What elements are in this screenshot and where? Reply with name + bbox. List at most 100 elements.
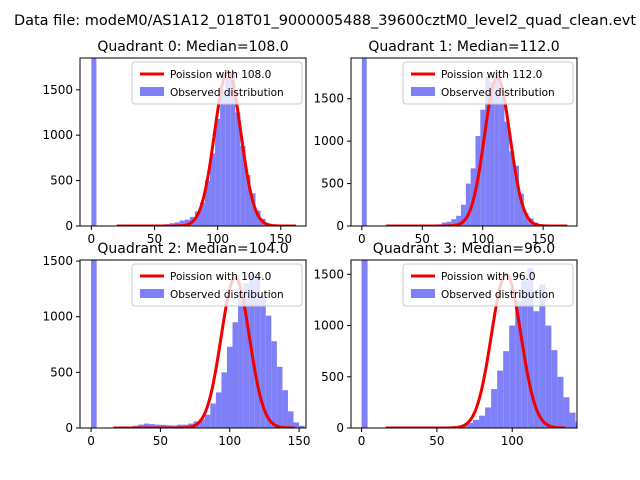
histogram-bar — [575, 421, 577, 428]
histogram-bar — [545, 325, 552, 428]
y-tick-label: 1500 — [313, 267, 344, 281]
histogram-bar — [509, 151, 515, 226]
panel-title: Quadrant 2: Median=104.0 — [97, 241, 288, 257]
panel-title: Quadrant 0: Median=108.0 — [97, 39, 288, 55]
plot-area — [91, 58, 297, 226]
x-tick-label: 100 — [218, 434, 241, 448]
x-tick-label: 0 — [88, 232, 96, 246]
histogram-bar — [260, 296, 266, 428]
legend-hist-swatch — [140, 289, 164, 298]
legend-box — [131, 61, 303, 105]
legend: Poission with 108.0 Observed distribution — [131, 61, 303, 105]
histogram-bar — [221, 372, 227, 428]
y-tick-label: 0 — [336, 421, 344, 435]
histogram-bar — [527, 268, 534, 428]
histogram-bar — [215, 392, 222, 428]
histogram-bar — [509, 325, 516, 428]
histogram-bar — [225, 77, 231, 226]
histogram-bar — [361, 260, 368, 428]
histogram-bar — [226, 346, 233, 428]
poisson-curve — [112, 276, 296, 428]
plot-area — [361, 260, 594, 428]
histogram-bar — [91, 260, 97, 428]
x-tick-label: 50 — [147, 232, 162, 246]
histogram-bar — [293, 422, 300, 428]
histogram-bar — [446, 221, 452, 226]
histogram-bar — [245, 175, 251, 226]
histogram-bar — [160, 424, 166, 428]
histogram-bar — [441, 222, 447, 226]
histogram-bar — [230, 71, 236, 226]
histogram-bar — [255, 210, 261, 226]
histogram-bar — [515, 300, 522, 428]
y-tick-label: 0 — [65, 219, 73, 233]
x-tick-label: 50 — [429, 434, 444, 448]
histogram-bar — [456, 215, 461, 226]
histogram-bar — [194, 211, 200, 226]
x-tick-label: 0 — [358, 232, 366, 246]
panel-title: Quadrant 3: Median=96.0 — [373, 241, 555, 257]
poisson-curve — [385, 76, 569, 226]
histogram-bar — [551, 350, 558, 428]
histogram-bar — [271, 341, 277, 428]
x-tick-label: 150 — [532, 232, 555, 246]
y-tick-label: 1500 — [42, 83, 73, 97]
legend-hist-label: Observed distribution — [441, 289, 555, 301]
legend-poisson-label: Poission with 104.0 — [170, 271, 271, 283]
x-tick-label: 150 — [288, 434, 311, 448]
legend-poisson-label: Poission with 108.0 — [170, 69, 271, 81]
legend-box — [402, 263, 574, 307]
y-tick-label: 1500 — [313, 92, 344, 106]
poisson-curve — [384, 272, 566, 428]
axes-frame — [350, 57, 578, 227]
legend: Poission with 96.0 Observed distribution — [402, 263, 574, 307]
figure-title: Data file: modeM0/AS1A12_018T01_90000054… — [14, 13, 636, 29]
legend-box — [402, 61, 574, 105]
legend-box — [131, 263, 303, 307]
histogram-bar — [138, 424, 144, 428]
x-tick-label: 100 — [471, 232, 494, 246]
histogram-bar — [588, 427, 594, 428]
histogram-bar — [220, 89, 226, 226]
histogram-bar — [485, 76, 490, 226]
panel-title: Quadrant 1: Median=112.0 — [368, 39, 559, 55]
histogram-bar — [523, 213, 529, 226]
histogram-bar — [582, 426, 588, 428]
histogram-bar — [499, 97, 505, 226]
histogram-bar — [240, 146, 246, 226]
histogram-bar — [149, 424, 155, 428]
y-tick-label: 0 — [65, 421, 73, 435]
histogram-bar — [210, 403, 216, 428]
histogram-bar — [174, 222, 180, 226]
histogram-bar — [287, 411, 294, 428]
histogram-bar — [480, 109, 486, 226]
histogram-bar — [243, 283, 250, 428]
legend-hist-swatch — [411, 87, 435, 96]
plot-area — [361, 58, 569, 226]
y-tick-label: 1000 — [313, 319, 344, 333]
x-tick-label: 50 — [415, 232, 430, 246]
y-tick-label: 500 — [50, 174, 73, 188]
histogram-bar — [479, 415, 486, 428]
y-tick-label: 1000 — [42, 128, 73, 142]
x-tick-label: 0 — [358, 434, 366, 448]
histogram-bar — [184, 219, 190, 226]
axes-frame — [79, 57, 307, 227]
histogram-bar — [254, 277, 261, 428]
histogram-bar — [143, 423, 150, 428]
y-tick-label: 500 — [50, 365, 73, 379]
histogram-bar — [533, 311, 540, 428]
y-tick-label: 0 — [336, 219, 344, 233]
y-tick-label: 1000 — [313, 134, 344, 148]
plot-area — [91, 260, 306, 428]
legend-hist-swatch — [411, 289, 435, 298]
histogram-bar — [451, 219, 457, 226]
histogram-bar — [557, 376, 564, 428]
histogram-bar — [518, 193, 524, 226]
histogram-bar — [204, 414, 211, 428]
y-tick-label: 500 — [321, 177, 344, 191]
poisson-curve — [115, 70, 297, 226]
